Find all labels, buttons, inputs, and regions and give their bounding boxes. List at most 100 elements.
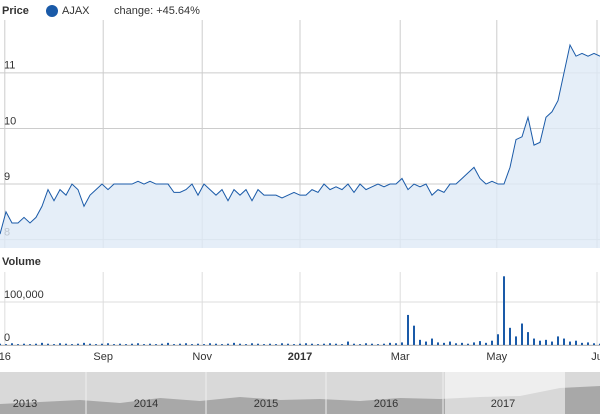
volume-bar xyxy=(467,343,469,345)
volume-bar xyxy=(455,343,457,345)
volume-bar xyxy=(269,343,271,345)
volume-bar xyxy=(131,343,133,345)
volume-bar xyxy=(251,343,253,345)
volume-bar xyxy=(419,339,421,345)
volume-bar xyxy=(551,341,553,345)
x-tick-label: Mar xyxy=(391,351,410,363)
volume-bar xyxy=(305,343,307,345)
volume-bar xyxy=(449,341,451,345)
volume-bar xyxy=(95,344,97,345)
volume-bar xyxy=(125,344,127,345)
volume-bar xyxy=(143,344,145,345)
navigator-year-label: 2016 xyxy=(374,398,398,410)
price-area xyxy=(0,45,600,249)
navigator-year-label: 2014 xyxy=(134,398,158,410)
volume-bar xyxy=(473,342,475,345)
volume-bar xyxy=(503,276,505,345)
volume-bar xyxy=(47,343,49,345)
x-tick-label: Nov xyxy=(192,351,212,363)
volume-bar xyxy=(245,344,247,345)
volume-bar xyxy=(53,344,55,345)
y-tick-label: 9 xyxy=(4,171,10,183)
volume-bar xyxy=(353,343,355,345)
volume-bar xyxy=(281,343,283,345)
x-tick-label: 2017 xyxy=(288,351,312,363)
volume-bar xyxy=(461,342,463,345)
volume-bar xyxy=(413,325,415,345)
navigator[interactable] xyxy=(0,372,600,414)
navigator-year-label: 2017 xyxy=(491,398,515,410)
volume-bar xyxy=(83,342,85,345)
volume-bar xyxy=(479,341,481,345)
volume-bar xyxy=(239,343,241,345)
volume-bar xyxy=(299,343,301,345)
volume-bar xyxy=(29,344,31,345)
volume-bar xyxy=(0,343,1,345)
legend-label[interactable]: AJAX xyxy=(62,5,90,17)
volume-bar xyxy=(197,343,199,345)
volume-bar xyxy=(569,341,571,345)
volume-bar xyxy=(5,344,7,345)
volume-bar xyxy=(485,342,487,345)
volume-bar xyxy=(173,344,175,345)
volume-bar xyxy=(161,343,163,345)
volume-bar xyxy=(371,343,373,345)
volume-bar xyxy=(293,344,295,345)
volume-bar xyxy=(191,344,193,345)
volume-bar xyxy=(119,343,121,345)
volume-bar xyxy=(521,323,523,345)
volume-bar xyxy=(77,343,79,345)
volume-bar xyxy=(563,338,565,345)
volume-bar xyxy=(497,334,499,345)
legend-marker[interactable] xyxy=(46,5,58,17)
volume-bar xyxy=(341,344,343,345)
volume-bar xyxy=(89,343,91,345)
volume-bar xyxy=(425,341,427,345)
volume-tick-label: 0 xyxy=(4,332,10,344)
price-title: Price xyxy=(2,5,29,17)
volume-title: Volume xyxy=(2,256,41,268)
volume-bar xyxy=(257,343,259,345)
volume-bar xyxy=(539,340,541,345)
volume-bar xyxy=(113,344,115,345)
volume-bar xyxy=(383,343,385,345)
volume-bar xyxy=(149,343,151,345)
price-line xyxy=(0,43,600,235)
volume-bar xyxy=(581,342,583,345)
volume-bar xyxy=(323,343,325,345)
volume-bar xyxy=(227,343,229,345)
volume-bar xyxy=(389,342,391,345)
volume-bar xyxy=(41,342,43,345)
volume-bar xyxy=(359,344,361,345)
navigator-year-label: 2013 xyxy=(13,398,37,410)
y-tick-label: 10 xyxy=(4,115,16,127)
volume-bar xyxy=(167,342,169,345)
volume-bar xyxy=(527,332,529,345)
volume-bar xyxy=(593,343,595,345)
volume-bar xyxy=(137,343,139,345)
volume-bar xyxy=(71,344,73,345)
change-label: change: +45.64% xyxy=(114,5,200,17)
volume-bar xyxy=(317,344,319,345)
volume-bar xyxy=(443,342,445,345)
volume-bar xyxy=(575,340,577,345)
navigator-selection[interactable] xyxy=(445,372,565,414)
volume-bar xyxy=(59,343,61,345)
volume-bar xyxy=(335,343,337,345)
volume-bar xyxy=(275,344,277,345)
navigator-year-label: 2015 xyxy=(254,398,278,410)
volume-bar xyxy=(179,343,181,345)
volume-bar xyxy=(233,342,235,345)
x-tick-label: Sep xyxy=(93,351,113,363)
volume-bar xyxy=(431,338,433,345)
volume-bar xyxy=(107,343,109,345)
volume-bar xyxy=(437,342,439,345)
volume-bar xyxy=(221,344,223,345)
volume-bar xyxy=(155,344,157,345)
volume-bar xyxy=(401,342,403,345)
volume-bar xyxy=(203,344,205,345)
y-tick-label: 11 xyxy=(4,60,15,72)
volume-bar xyxy=(209,343,211,345)
volume-bar xyxy=(545,339,547,345)
